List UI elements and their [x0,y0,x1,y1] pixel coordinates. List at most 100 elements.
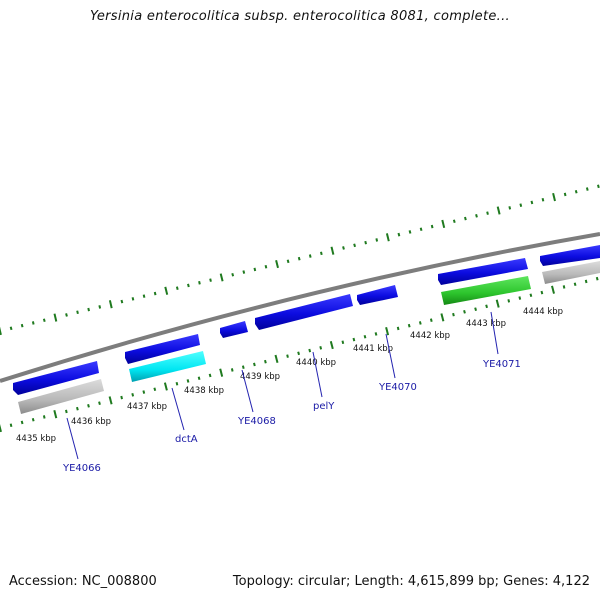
minor-tick-mark [563,192,567,197]
minor-tick-mark [486,211,489,215]
minor-tick-mark [308,254,312,258]
minor-tick-mark [397,232,401,237]
minor-tick-mark [407,323,411,328]
highlight-feature-dcta[interactable] [129,351,206,382]
minor-tick-mark [175,381,179,386]
label-leader-line [66,417,79,460]
major-tick-mark [53,313,58,322]
minor-tick-mark [209,278,212,282]
minor-tick-mark [230,368,234,372]
minor-tick-mark [20,323,24,328]
minor-tick-mark [242,270,246,274]
minor-tick-mark [264,359,267,364]
minor-tick-mark [208,373,212,378]
minor-tick-mark [429,318,433,322]
gene-label-pely[interactable]: pelY [313,401,335,412]
minor-tick-mark [519,203,523,207]
minor-tick-mark [76,310,79,315]
grey-feature[interactable] [542,261,600,284]
tick-label: 4435 kbp [16,434,56,444]
cds-feature[interactable] [255,294,353,330]
minor-tick-mark [474,307,477,311]
minor-tick-mark [241,365,245,369]
minor-tick-mark [408,230,412,234]
cds-feature[interactable] [357,285,398,305]
major-tick-mark [0,423,2,433]
minor-tick-mark [374,332,378,336]
minor-tick-mark [98,401,101,405]
label-leader-line [490,311,499,355]
major-tick-mark [108,300,113,309]
minor-tick-mark [153,387,157,392]
minor-tick-mark [508,206,512,210]
minor-tick-mark [87,404,90,408]
minor-tick-mark [585,187,589,191]
minor-tick-mark [518,296,522,300]
minor-tick-mark [253,362,256,367]
minor-tick-mark [42,415,46,419]
backbone-line [0,232,600,383]
tick-label: 4439 kbp [240,372,280,382]
minor-tick-mark [342,246,345,250]
major-tick-mark [329,340,334,350]
minor-tick-mark [153,291,157,296]
major-tick-mark [385,327,390,336]
minor-tick-mark [186,379,190,383]
minor-tick-mark [464,216,467,221]
minor-tick-mark [475,214,478,218]
cds-feature[interactable] [540,245,600,266]
tick-label: 4438 kbp [184,386,224,396]
map-title: Yersinia enterocolitica subsp. enterocol… [90,9,510,24]
minor-tick-mark [131,297,135,301]
gene-label-ye4070[interactable]: YE4070 [378,382,417,393]
highlight-feature-ye4071[interactable] [441,276,531,305]
minor-tick-mark [364,240,367,245]
cds-feature[interactable] [438,258,528,285]
minor-tick-mark [264,264,268,269]
minor-tick-mark [430,224,434,229]
minor-tick-mark [286,259,290,264]
minor-tick-mark [573,282,577,287]
minor-tick-mark [197,376,201,381]
gene-label-ye4066[interactable]: YE4066 [62,463,101,474]
label-leader-line [385,333,396,379]
cds-feature[interactable] [13,361,99,395]
label-leader-line [171,387,185,431]
gene-label-dcta[interactable]: dctA [175,434,198,445]
minor-tick-mark [142,390,146,394]
minor-tick-mark [597,184,600,189]
gene-label-ye4068[interactable]: YE4068 [237,416,276,427]
outer-tick-ring [0,184,600,336]
minor-tick-mark [352,337,356,342]
minor-tick-mark [341,340,345,345]
major-tick-mark [219,273,224,282]
minor-tick-mark [42,318,46,323]
tick-label: 4440 kbp [296,358,336,368]
major-tick-mark [551,285,555,294]
minor-tick-mark [375,238,379,242]
minor-tick-mark [529,293,533,298]
gene-label-ye4071[interactable]: YE4071 [482,359,521,370]
genome-summary-text: Topology: circular; Length: 4,615,899 bp… [232,574,590,589]
minor-tick-mark [65,409,68,414]
minor-tick-mark [175,286,179,290]
minor-tick-mark [20,420,24,425]
major-tick-mark [552,192,556,202]
minor-tick-mark [9,423,13,428]
cds-feature[interactable] [125,334,200,364]
minor-tick-mark [198,280,201,285]
minor-tick-mark [31,417,35,422]
minor-tick-mark [87,307,90,312]
major-tick-mark [164,286,169,295]
grey-feature[interactable] [18,379,104,414]
tick-label: 4442 kbp [410,331,450,341]
cds-feature[interactable] [220,321,248,338]
major-tick-mark [275,259,279,269]
major-tick-mark [163,382,168,391]
minor-tick-mark [541,197,545,202]
minor-tick-mark [297,256,301,261]
major-tick-mark [53,410,58,419]
tick-label: 4443 kbp [466,319,506,329]
minor-tick-mark [419,227,423,232]
